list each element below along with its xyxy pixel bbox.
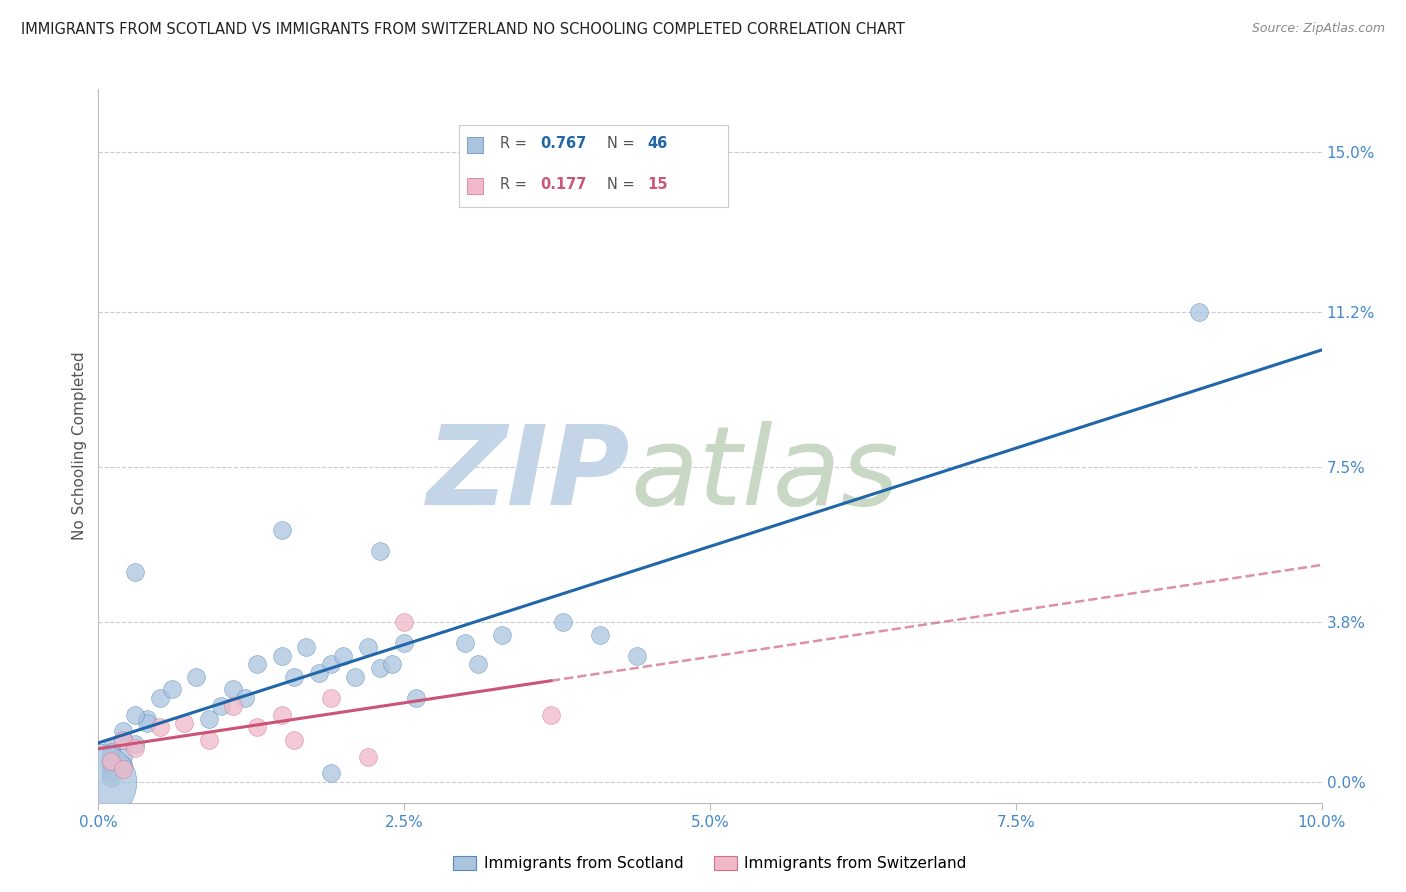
Point <box>149 720 172 734</box>
Point <box>392 636 416 650</box>
Text: N =: N = <box>607 178 640 192</box>
Point <box>246 720 269 734</box>
Point <box>124 741 146 756</box>
Point <box>111 732 134 747</box>
Point <box>111 724 134 739</box>
Point <box>136 716 159 731</box>
Point <box>87 774 110 789</box>
Point <box>100 746 122 760</box>
Point <box>319 766 342 780</box>
Text: 46: 46 <box>648 136 668 151</box>
Point <box>222 682 245 697</box>
Point <box>319 657 342 672</box>
Point <box>100 741 122 756</box>
Point <box>197 712 219 726</box>
Point <box>1188 304 1211 318</box>
Point <box>540 707 562 722</box>
Point <box>233 690 256 705</box>
Point <box>197 732 219 747</box>
Point <box>100 762 122 776</box>
Point <box>626 648 648 663</box>
Point <box>100 771 122 785</box>
Text: 15: 15 <box>648 178 668 192</box>
Point <box>368 661 391 675</box>
Point <box>553 615 575 630</box>
Point <box>100 754 122 768</box>
Point <box>491 628 513 642</box>
Text: R =: R = <box>499 136 531 151</box>
Point <box>209 699 232 714</box>
Point <box>392 615 416 630</box>
Point <box>381 657 404 672</box>
Point <box>368 544 391 558</box>
Point <box>467 657 489 672</box>
Point <box>405 690 427 705</box>
Point <box>464 138 486 153</box>
Point <box>464 179 486 194</box>
Point <box>319 690 342 705</box>
Point <box>246 657 269 672</box>
Point <box>283 732 305 747</box>
Text: atlas: atlas <box>630 421 900 528</box>
Point <box>222 699 245 714</box>
Point <box>356 749 378 764</box>
Text: 0.767: 0.767 <box>540 136 586 151</box>
Point <box>270 523 292 537</box>
Point <box>186 670 208 684</box>
Point <box>124 707 146 722</box>
Point <box>270 707 292 722</box>
Text: R =: R = <box>499 178 531 192</box>
Point <box>283 670 305 684</box>
Point <box>100 754 122 768</box>
Legend: Immigrants from Scotland, Immigrants from Switzerland: Immigrants from Scotland, Immigrants fro… <box>447 850 973 877</box>
Point <box>589 628 612 642</box>
Text: ZIP: ZIP <box>427 421 630 528</box>
Point <box>332 648 354 663</box>
Point <box>173 716 195 731</box>
Point <box>308 665 330 680</box>
Point <box>111 732 134 747</box>
Point <box>111 758 134 772</box>
Point <box>344 670 367 684</box>
Point <box>160 682 183 697</box>
Text: IMMIGRANTS FROM SCOTLAND VS IMMIGRANTS FROM SWITZERLAND NO SCHOOLING COMPLETED C: IMMIGRANTS FROM SCOTLAND VS IMMIGRANTS F… <box>21 22 905 37</box>
Point <box>100 766 122 780</box>
Point <box>136 712 159 726</box>
Point <box>356 640 378 655</box>
Point <box>270 648 292 663</box>
Point <box>295 640 318 655</box>
Point <box>124 737 146 751</box>
Text: 0.177: 0.177 <box>540 178 586 192</box>
Point <box>124 565 146 579</box>
Text: Source: ZipAtlas.com: Source: ZipAtlas.com <box>1251 22 1385 36</box>
Point <box>111 762 134 776</box>
Point <box>454 636 477 650</box>
Text: N =: N = <box>607 136 640 151</box>
Point <box>149 690 172 705</box>
Y-axis label: No Schooling Completed: No Schooling Completed <box>72 351 87 541</box>
Point <box>111 749 134 764</box>
